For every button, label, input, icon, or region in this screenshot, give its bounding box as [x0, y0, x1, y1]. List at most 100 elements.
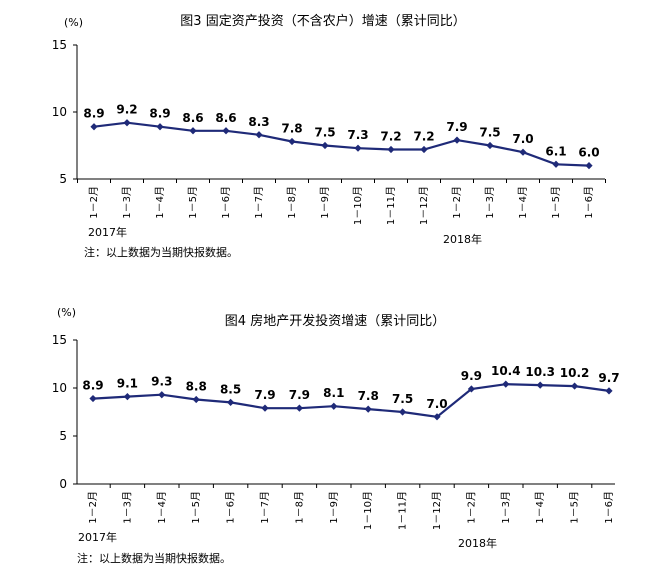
data-label: 8.9	[83, 107, 104, 121]
data-label: 7.0	[426, 397, 447, 411]
data-point	[227, 398, 235, 406]
data-label: 7.0	[512, 132, 533, 146]
data-point	[156, 123, 164, 131]
x-tick-label: 1－9月	[319, 186, 331, 219]
data-label: 9.9	[461, 369, 482, 383]
x-tick-label: 1－6月	[603, 491, 615, 524]
chart-real-estate-investment: 图4 房地产开发投资增速（累计同比） (%) 0 5 10 15 1－2月 1－3月 1－…	[52, 306, 620, 565]
data-label: 7.3	[347, 128, 368, 142]
data-point	[192, 395, 200, 404]
x-tick-label: 1－3月	[484, 186, 496, 219]
y-tick-label: 10	[52, 105, 67, 119]
chart-note: 注：以上数据为当期快报数据。	[77, 551, 231, 565]
x-tick-label: 1－4月	[534, 491, 546, 524]
data-point	[189, 127, 197, 135]
data-label: 7.2	[413, 130, 434, 144]
data-label: 7.5	[314, 126, 335, 140]
x-tick-label: 1－3月	[121, 491, 133, 524]
data-point	[486, 141, 494, 150]
x-tick-label: 1－10月	[352, 186, 364, 225]
data-point	[222, 127, 230, 135]
x-tick-label: 1－6月	[583, 186, 595, 219]
data-point	[387, 145, 395, 154]
data-label: 8.9	[149, 107, 170, 121]
data-label: 8.5	[220, 382, 241, 396]
series-line	[92, 383, 610, 418]
data-point	[399, 408, 407, 416]
data-point	[89, 394, 97, 403]
x-tick-label: 1－3月	[121, 186, 133, 219]
data-point	[519, 148, 527, 156]
data-point	[571, 382, 579, 390]
data-point	[420, 145, 428, 154]
data-label: 6.1	[545, 144, 566, 158]
data-point	[330, 402, 338, 410]
x-tick-label: 1－8月	[286, 186, 298, 219]
year-label-2018: 2018年	[458, 536, 497, 550]
data-label: 7.8	[281, 121, 302, 135]
x-tick-label: 1－11月	[385, 186, 397, 225]
x-tick-label: 1－7月	[259, 491, 271, 524]
chart-title: 图4 房地产开发投资增速（累计同比）	[225, 313, 445, 329]
year-label-2017: 2017年	[78, 530, 117, 544]
data-point	[123, 119, 131, 127]
data-label: 9.2	[116, 103, 137, 117]
chart-note: 注：以上数据为当期快报数据。	[84, 245, 238, 259]
data-point	[433, 413, 441, 421]
data-point	[288, 137, 296, 146]
y-unit-label: (%)	[64, 16, 83, 29]
x-tick-label: 1－2月	[87, 491, 99, 524]
data-label: 8.1	[323, 386, 344, 400]
x-tick-label: 1－5月	[190, 491, 202, 524]
data-label: 7.2	[380, 130, 401, 144]
x-tick-label: 1－5月	[187, 186, 199, 219]
data-label: 7.9	[289, 388, 310, 402]
series-line	[93, 121, 590, 167]
data-point	[321, 141, 329, 150]
data-point	[605, 387, 613, 395]
y-tick-label: 15	[52, 333, 67, 347]
chart-fixed-asset-investment: 图3 固定资产投资（不含农户）增速（累计同比） (%) 5 10 15 1－2月 1－…	[52, 13, 606, 259]
data-point	[453, 136, 461, 144]
data-point	[585, 162, 593, 170]
x-tick-label: 1－7月	[253, 186, 265, 219]
data-label: 7.9	[446, 120, 467, 134]
x-tick-label: 1－9月	[328, 491, 340, 524]
y-tick-label: 15	[52, 38, 67, 52]
data-label: 7.9	[254, 388, 275, 402]
x-tick-label: 1－2月	[88, 186, 100, 219]
data-label: 9.7	[598, 371, 619, 385]
data-point	[295, 404, 303, 412]
y-tick-label: 10	[52, 381, 67, 395]
data-label: 8.6	[182, 111, 203, 125]
data-label: 7.5	[479, 126, 500, 140]
y-tick-label: 0	[59, 477, 67, 491]
x-tick-label: 1－2月	[465, 491, 477, 524]
chart-title: 图3 固定资产投资（不含农户）增速（累计同比）	[180, 13, 465, 29]
x-tick-label: 1－10月	[362, 491, 374, 530]
x-tick-label: 1－4月	[156, 491, 168, 524]
x-tick-label: 1－5月	[550, 186, 562, 219]
data-point	[467, 385, 475, 393]
data-point	[90, 123, 98, 131]
y-unit-label: (%)	[57, 306, 76, 319]
data-label: 8.3	[248, 115, 269, 129]
data-label: 10.2	[560, 366, 590, 380]
x-tick-label: 1－5月	[569, 491, 581, 524]
data-label: 7.5	[392, 392, 413, 406]
data-point	[552, 160, 560, 168]
data-label: 9.1	[117, 377, 138, 391]
data-label: 10.3	[525, 365, 555, 379]
data-point	[354, 144, 362, 152]
data-point	[158, 391, 166, 399]
data-label: 10.4	[491, 364, 521, 378]
data-point	[502, 380, 510, 388]
year-label-2017: 2017年	[88, 225, 127, 239]
data-point	[255, 131, 263, 139]
x-tick-label: 1－2月	[451, 186, 463, 219]
x-tick-label: 1－11月	[397, 491, 409, 530]
x-tick-label: 1－3月	[500, 491, 512, 524]
x-tick-label: 1－12月	[418, 186, 430, 225]
data-point	[536, 381, 544, 389]
